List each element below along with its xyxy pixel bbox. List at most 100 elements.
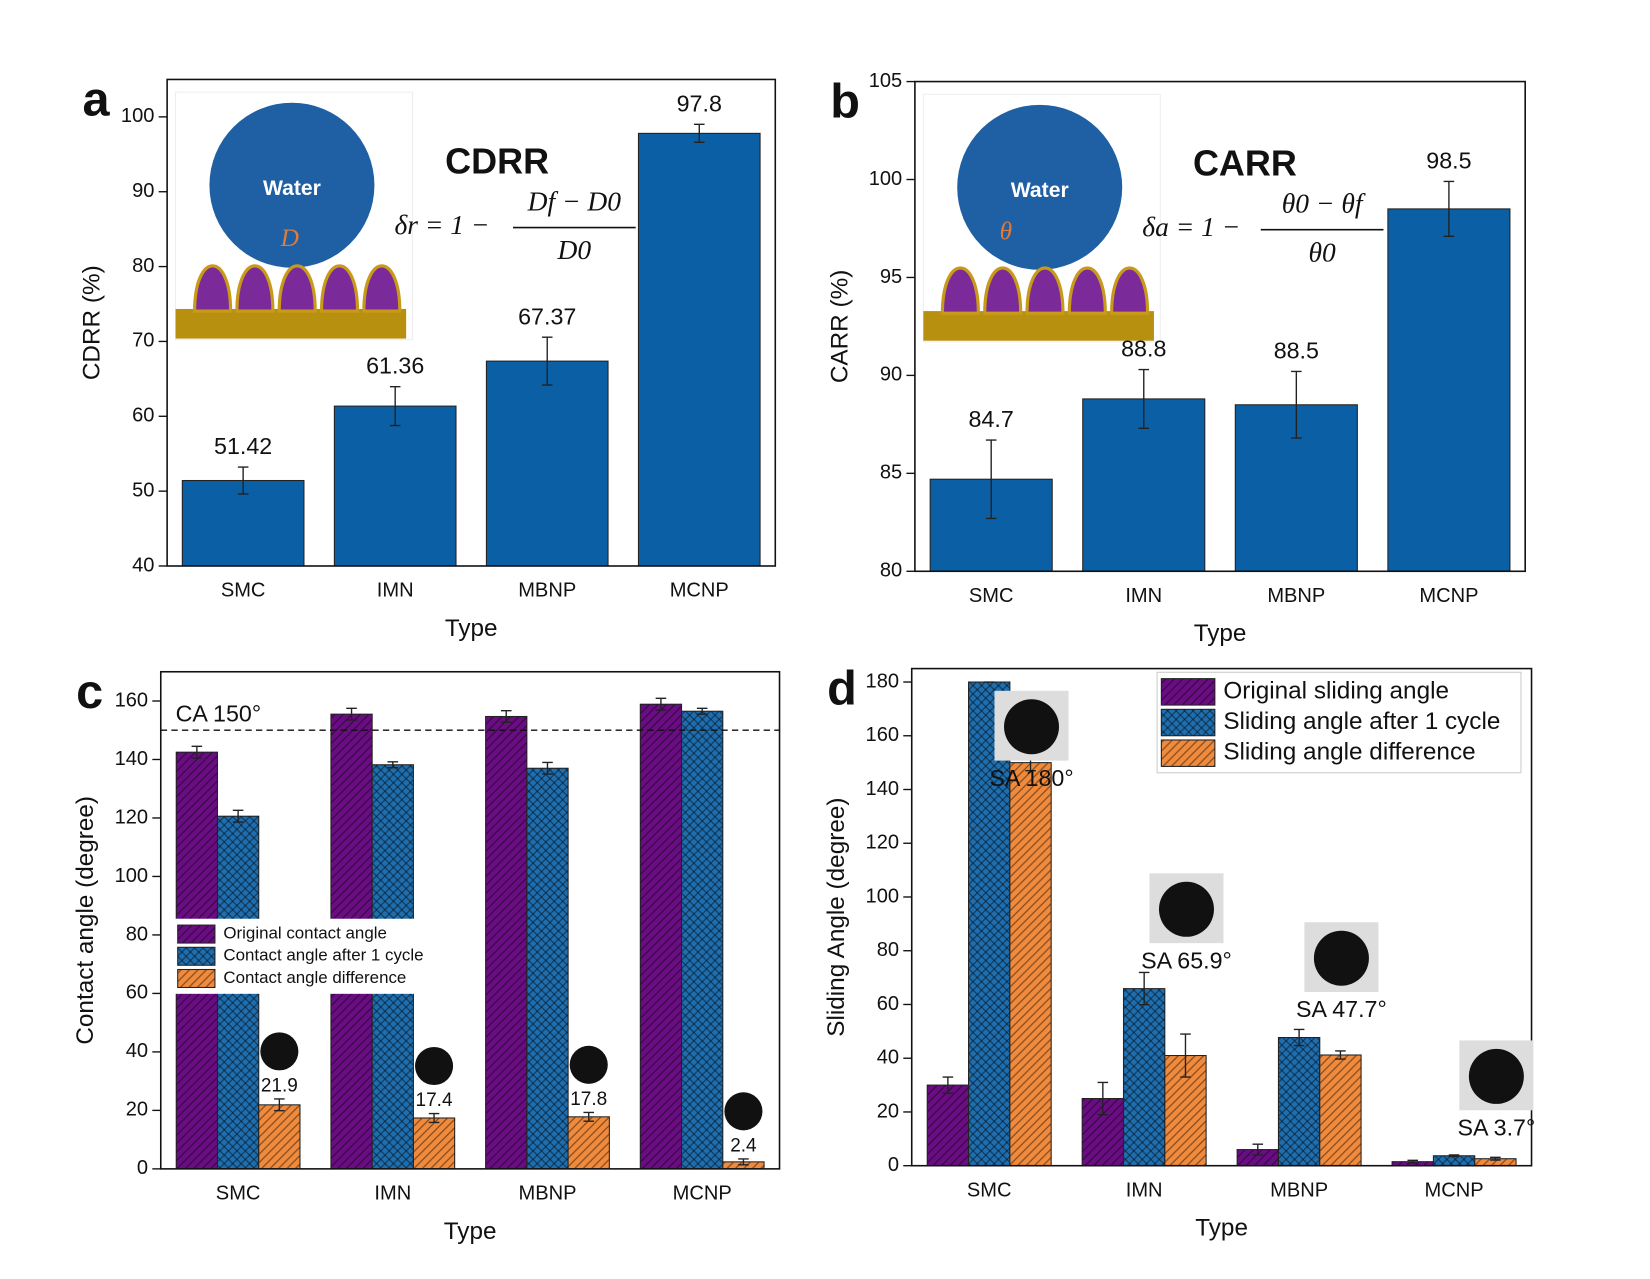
bar <box>412 1117 456 1170</box>
value-label: 51.42 <box>214 433 272 459</box>
annotation: SA 47.7° <box>1296 996 1387 1022</box>
x-tick-label: MBNP <box>518 1183 576 1205</box>
value-label: 97.8 <box>677 90 722 116</box>
legend-box <box>173 918 428 994</box>
error-bar <box>274 1098 285 1112</box>
droplet-photo <box>1468 1048 1524 1104</box>
panel-label: a <box>83 73 111 127</box>
x-axis-label: Type <box>1195 1215 1248 1242</box>
y-axis-label: Contact angle (degree) <box>72 796 99 1045</box>
droplet-photo <box>1313 930 1369 986</box>
legend-label: Contact angle after 1 cycle <box>223 946 423 965</box>
legend-swatch <box>1160 708 1216 737</box>
microbump <box>319 264 360 313</box>
y-tick-label: 90 <box>132 180 154 202</box>
microbump <box>1067 266 1107 315</box>
legend-swatch <box>1160 678 1216 706</box>
error-bar <box>1097 1081 1109 1116</box>
y-tick-label: 180 <box>866 670 900 692</box>
error-bar <box>1490 1156 1501 1161</box>
microbump <box>940 266 980 315</box>
x-axis-label: Type <box>444 1218 497 1245</box>
y-tick-label: 40 <box>877 1047 899 1069</box>
bar <box>485 715 528 1170</box>
bar <box>968 681 1011 1167</box>
droplet-photo <box>1158 881 1214 937</box>
error-bar <box>1291 370 1302 439</box>
y-tick-label: 40 <box>132 554 154 576</box>
error-bar <box>696 707 708 715</box>
y-tick-label: 80 <box>877 939 899 961</box>
y-tick-label: 140 <box>866 778 900 800</box>
error-bar <box>387 761 399 769</box>
formula-lhs: δa = 1 − <box>1142 211 1240 242</box>
y-axis-label: Sliding Angle (degree) <box>823 798 850 1037</box>
x-tick-label: IMN <box>374 1183 411 1205</box>
bar <box>1277 1036 1321 1167</box>
formula-lhs: δr = 1 − <box>395 209 490 240</box>
error-bar <box>389 385 401 427</box>
droplet-photo <box>569 1045 608 1084</box>
bar <box>637 132 761 567</box>
annotation: SA 3.7° <box>1457 1114 1535 1140</box>
error-bar <box>542 761 553 775</box>
substrate <box>175 308 407 339</box>
y-tick-label: 80 <box>132 255 154 277</box>
droplet-photo <box>260 1032 299 1071</box>
x-tick-label: SMC <box>221 580 266 602</box>
error-bar <box>1443 180 1455 238</box>
microbump <box>1110 266 1150 315</box>
bar <box>567 1116 610 1170</box>
plot-frame <box>166 78 777 567</box>
error-bar <box>232 809 244 823</box>
microbump <box>193 264 233 313</box>
x-tick-label: IMN <box>377 580 414 602</box>
y-axis-label: CARR (%) <box>826 270 853 383</box>
legend-label: Original contact angle <box>223 924 387 943</box>
bar <box>639 703 683 1170</box>
inset-symbol: θ <box>1000 218 1012 246</box>
y-tick-label: 105 <box>869 70 903 92</box>
y-tick-label: 100 <box>115 865 149 887</box>
y-tick-label: 90 <box>880 364 902 386</box>
y-tick-label: 20 <box>126 1099 148 1121</box>
error-bar <box>1335 1050 1346 1060</box>
error-bar <box>428 1112 440 1124</box>
error-bar <box>237 466 249 495</box>
formula-numerator: Df − D0 <box>527 186 622 217</box>
x-tick-label: SMC <box>216 1183 261 1205</box>
y-tick-label: 100 <box>866 885 900 907</box>
y-tick-label: 0 <box>888 1154 899 1176</box>
error-bar <box>191 745 203 759</box>
x-tick-label: MCNP <box>670 580 729 602</box>
error-bar <box>1138 368 1150 429</box>
y-tick-label: 95 <box>880 266 902 288</box>
x-tick-label: SMC <box>969 585 1014 607</box>
y-tick-label: 160 <box>866 724 900 746</box>
legend-swatch <box>177 968 216 989</box>
plot-frame <box>159 670 781 1170</box>
y-tick-label: 85 <box>880 462 902 484</box>
bar <box>181 479 305 567</box>
error-bar <box>1448 1154 1460 1158</box>
inset-label: Water <box>1011 179 1069 202</box>
y-tick-label: 120 <box>115 806 149 828</box>
y-tick-label: 100 <box>869 168 903 190</box>
bar <box>485 360 609 567</box>
bar <box>1319 1054 1362 1167</box>
legend-swatch <box>177 924 216 944</box>
y-tick-label: 100 <box>121 105 155 127</box>
value-label: 17.8 <box>570 1089 607 1110</box>
value-label: 17.4 <box>416 1090 453 1111</box>
microbump <box>1025 266 1065 315</box>
microbump <box>983 266 1023 315</box>
bar <box>926 1084 970 1167</box>
legend-label: Contact angle difference <box>223 968 406 987</box>
microbump <box>235 264 275 313</box>
y-tick-label: 40 <box>126 1040 148 1062</box>
panel-label: b <box>830 75 860 129</box>
y-tick-label: 140 <box>115 748 149 770</box>
bar <box>1122 988 1166 1167</box>
y-tick-label: 20 <box>877 1100 899 1122</box>
